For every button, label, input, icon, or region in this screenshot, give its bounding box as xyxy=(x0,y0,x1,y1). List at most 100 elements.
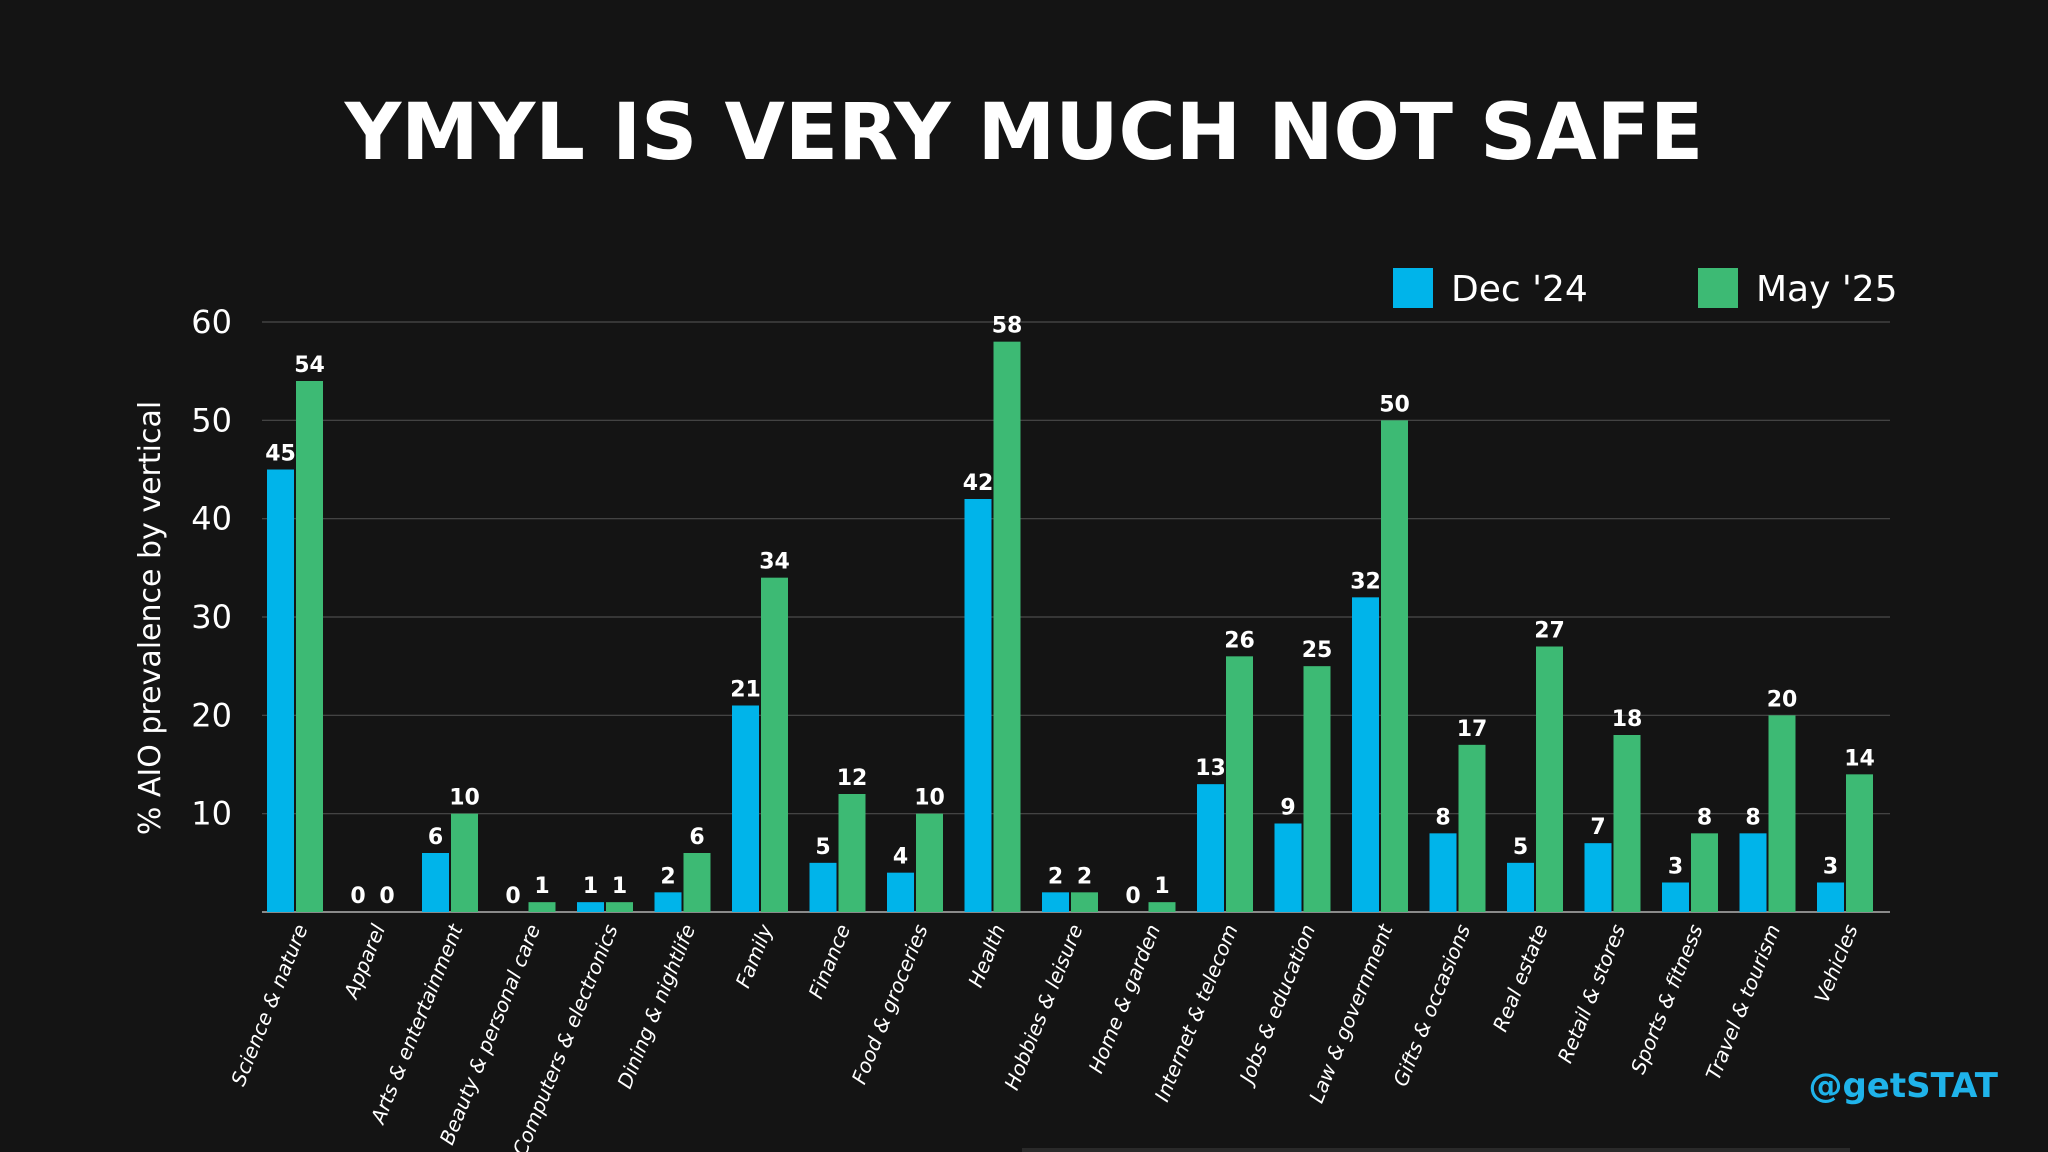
data-label: 0 xyxy=(1125,884,1140,909)
category-label: Apparel xyxy=(338,920,390,1003)
data-label: 34 xyxy=(759,550,790,575)
data-label: 0 xyxy=(350,884,365,909)
bar xyxy=(606,902,633,912)
bar xyxy=(732,705,759,912)
data-label: 17 xyxy=(1457,717,1488,742)
data-label: 8 xyxy=(1435,805,1450,830)
category-label: Hobbies & leisure xyxy=(999,921,1087,1093)
bars xyxy=(267,341,1873,913)
data-label: 20 xyxy=(1767,687,1798,712)
bar xyxy=(1768,715,1796,912)
category-label: Gifts & occasions xyxy=(1388,921,1475,1090)
bar xyxy=(1197,784,1224,912)
brand-handle: @getSTAT xyxy=(1808,1066,1998,1106)
legend-swatch xyxy=(1393,268,1433,308)
y-tick-label: 20 xyxy=(191,696,232,734)
y-tick-label: 30 xyxy=(191,598,232,636)
bar xyxy=(1691,833,1718,912)
divider xyxy=(1022,1148,1850,1152)
bar xyxy=(528,902,556,912)
bar xyxy=(451,813,478,912)
y-tick-label: 60 xyxy=(191,303,232,341)
category-label: Sports & fitness xyxy=(1626,921,1708,1077)
bar xyxy=(993,341,1021,913)
data-label: 42 xyxy=(963,471,994,496)
data-label: 2 xyxy=(1048,864,1063,889)
data-label: 27 xyxy=(1534,619,1565,644)
data-label: 8 xyxy=(1697,805,1712,830)
bar xyxy=(1613,735,1641,912)
bar xyxy=(1148,902,1176,912)
data-label: 1 xyxy=(534,874,549,899)
category-label: Travel & tourism xyxy=(1701,921,1785,1084)
category-label: Retail & stores xyxy=(1553,921,1630,1066)
bar xyxy=(296,381,323,912)
bar xyxy=(916,813,943,912)
category-label: Law & government xyxy=(1304,920,1398,1107)
chart-title: YMYL IS VERY MUCH NOT SAFE xyxy=(344,88,1704,178)
bar xyxy=(1817,882,1844,912)
y-axis-label: % AIO prevalence by vertical xyxy=(133,401,168,835)
legend: Dec '24 May '25 xyxy=(1393,268,1898,310)
y-tick-label: 40 xyxy=(191,500,232,538)
bar xyxy=(838,794,866,912)
data-label: 21 xyxy=(730,678,761,703)
bar xyxy=(1507,862,1534,912)
data-label: 32 xyxy=(1350,569,1381,594)
category-label: Vehicles xyxy=(1810,921,1863,1006)
data-label: 26 xyxy=(1224,628,1255,653)
bar xyxy=(1071,892,1098,912)
category-label: Home & garden xyxy=(1084,921,1166,1077)
data-label: 5 xyxy=(1513,835,1528,860)
bar xyxy=(1303,666,1331,912)
bar xyxy=(964,499,992,912)
category-label: Jobs & education xyxy=(1233,921,1320,1090)
bar xyxy=(761,577,788,912)
category-label: Health xyxy=(963,921,1010,991)
data-label: 1 xyxy=(612,874,627,899)
data-label: 3 xyxy=(1668,855,1683,880)
data-label: 9 xyxy=(1280,796,1295,821)
legend-swatch xyxy=(1698,268,1738,308)
data-label: 54 xyxy=(294,353,325,378)
category-label: Finance xyxy=(804,921,855,1002)
bar xyxy=(654,892,682,912)
category-label: Food & groceries xyxy=(847,921,933,1088)
data-label: 2 xyxy=(1077,864,1092,889)
bar xyxy=(1042,892,1069,912)
bar xyxy=(683,853,711,912)
bar xyxy=(1846,774,1873,912)
bar xyxy=(1352,597,1379,912)
data-label: 3 xyxy=(1823,855,1838,880)
legend-label: May '25 xyxy=(1756,269,1898,310)
data-label: 58 xyxy=(992,314,1023,339)
data-label: 6 xyxy=(428,825,443,850)
bar xyxy=(1226,656,1253,912)
bar xyxy=(1536,646,1563,912)
category-label: Science & nature xyxy=(226,921,313,1089)
bar xyxy=(1458,744,1486,912)
data-label: 7 xyxy=(1590,815,1605,840)
data-label: 45 xyxy=(265,442,296,467)
bar xyxy=(1274,823,1302,912)
data-label: 18 xyxy=(1612,707,1643,732)
bar xyxy=(1584,843,1612,912)
bar xyxy=(422,853,449,912)
y-tick-label: 10 xyxy=(191,795,232,833)
data-label: 13 xyxy=(1195,756,1226,781)
bar xyxy=(1429,833,1457,912)
data-label: 0 xyxy=(505,884,520,909)
bar xyxy=(267,469,294,912)
bar xyxy=(809,862,837,912)
category-label: Dining & nightlife xyxy=(612,921,700,1092)
data-label: 14 xyxy=(1844,746,1875,771)
category-label: Internet & telecom xyxy=(1150,921,1243,1105)
data-label: 8 xyxy=(1745,805,1760,830)
bar xyxy=(1662,882,1689,912)
bar xyxy=(1381,420,1408,912)
data-label: 4 xyxy=(893,845,908,870)
